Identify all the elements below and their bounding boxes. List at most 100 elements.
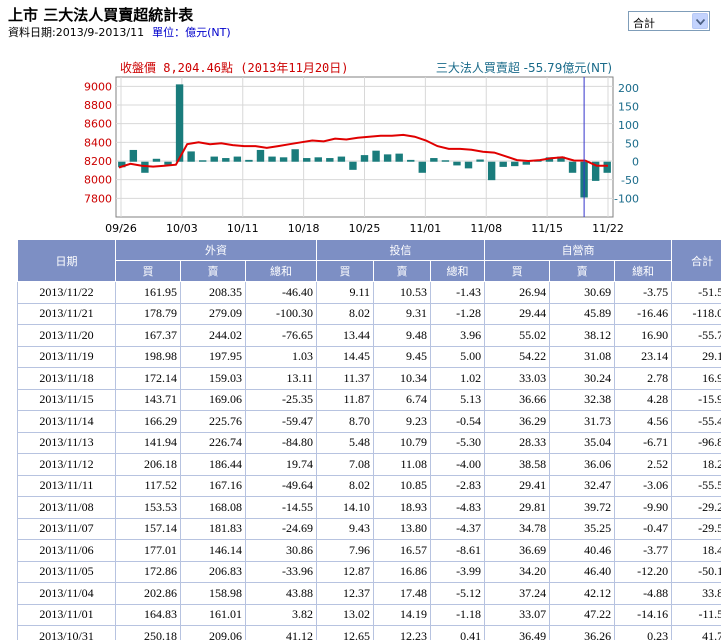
value-cell: 153.53 <box>115 496 181 519</box>
value-cell: 31.73 <box>549 410 616 433</box>
x-tick-label: 10/18 <box>288 222 320 235</box>
value-cell: 32.38 <box>549 388 616 411</box>
closing-price-line <box>118 133 608 169</box>
value-cell: 9.48 <box>373 324 432 347</box>
value-cell: 9.11 <box>316 281 375 304</box>
value-cell: -55.54 <box>671 474 721 497</box>
chevron-down-icon[interactable] <box>692 13 708 29</box>
value-cell: 0.23 <box>614 625 673 640</box>
net-buy-sell-bar <box>349 161 357 170</box>
x-tick-label: 11/22 <box>592 222 624 235</box>
value-cell: -1.43 <box>430 281 486 304</box>
value-cell: 40.46 <box>549 539 616 562</box>
value-cell: 172.86 <box>115 560 181 583</box>
header-foreign-buy: 買 <box>115 260 181 282</box>
value-cell: 12.87 <box>316 560 375 583</box>
table-row: 2013/11/01 164.83 161.01 3.82 13.02 14.19 -1.1… <box>17 603 721 626</box>
value-cell: -100.30 <box>244 302 318 325</box>
value-cell: 17.48 <box>373 582 432 605</box>
x-tick-label: 09/26 <box>105 222 137 235</box>
value-cell: 34.78 <box>484 517 551 540</box>
x-tick-label: 10/11 <box>227 222 259 235</box>
net-buy-sell-bar <box>453 161 461 166</box>
value-cell: 279.09 <box>180 302 246 325</box>
header-trust-net: 總和 <box>430 260 486 282</box>
value-cell: 33.07 <box>484 603 551 626</box>
value-cell: 10.53 <box>373 281 432 304</box>
table-row: 2013/11/14 166.29 225.76 -59.47 8.70 9.23 -0.5… <box>17 410 721 433</box>
value-cell: 167.16 <box>180 474 246 497</box>
value-cell: 35.04 <box>549 431 616 454</box>
net-buy-sell-bar <box>326 158 334 162</box>
header-foreign: 外資 <box>114 239 318 261</box>
value-cell: 7.08 <box>316 453 375 476</box>
value-cell: 43.88 <box>244 582 318 605</box>
value-cell: 177.01 <box>115 539 181 562</box>
value-cell: 206.18 <box>115 453 181 476</box>
value-cell: 3.96 <box>430 324 486 347</box>
date-cell: 2013/11/04 <box>17 582 116 605</box>
value-cell: -1.28 <box>430 302 486 325</box>
value-cell: -76.65 <box>244 324 318 347</box>
value-cell: 13.44 <box>316 324 375 347</box>
value-cell: 32.47 <box>549 474 616 497</box>
value-cell: 4.56 <box>614 410 673 433</box>
value-cell: 208.35 <box>180 281 246 304</box>
value-cell: 19.74 <box>244 453 318 476</box>
value-cell: 16.57 <box>373 539 432 562</box>
net-buy-sell-bar <box>568 161 577 173</box>
value-cell: 158.98 <box>180 582 246 605</box>
table-row: 2013/11/11 117.52 167.16 -49.64 8.02 10.85 -2.… <box>17 474 721 497</box>
value-cell: 16.90 <box>614 324 673 347</box>
value-cell: 14.45 <box>316 345 375 368</box>
value-cell: -12.20 <box>614 560 673 583</box>
value-cell: 9.31 <box>373 302 432 325</box>
value-cell: 42.12 <box>549 582 616 605</box>
value-cell: -16.46 <box>614 302 673 325</box>
value-cell: -49.64 <box>244 474 318 497</box>
value-cell: 13.02 <box>316 603 375 626</box>
summary-type-select[interactable]: 合計 <box>628 11 710 31</box>
date-cell: 2013/11/22 <box>17 281 116 304</box>
value-cell: 1.02 <box>430 367 486 390</box>
right-axis-tick-label: 150 <box>618 100 639 113</box>
value-cell: 38.58 <box>484 453 551 476</box>
value-cell: 54.22 <box>484 345 551 368</box>
value-cell: -96.81 <box>671 431 721 454</box>
net-buy-sell-bar <box>522 161 531 165</box>
value-cell: 226.74 <box>180 431 246 454</box>
net-buy-sell-bar <box>303 158 311 162</box>
table-row: 2013/11/19 198.98 197.95 1.03 14.45 9.45 5.00 5… <box>17 345 721 368</box>
header-trust-buy: 買 <box>316 260 375 282</box>
value-cell: 29.44 <box>484 302 551 325</box>
net-buy-sell-bar <box>545 157 554 162</box>
net-buy-sell-bar <box>291 149 299 162</box>
value-cell: 30.69 <box>549 281 616 304</box>
header-trust: 投信 <box>316 239 486 261</box>
net-buy-sell-bar <box>487 161 496 181</box>
value-cell: 168.08 <box>180 496 246 519</box>
net-buy-sell-bar <box>383 154 392 162</box>
value-cell: -14.16 <box>614 603 673 626</box>
value-cell: 178.79 <box>115 302 181 325</box>
left-chart-title: 收盤價 8,204.46點 (2013年11月20日) <box>120 61 349 75</box>
table-row: 2013/11/06 177.01 146.14 30.86 7.96 16.57 -8.6… <box>17 539 721 562</box>
value-cell: -55.45 <box>671 410 721 433</box>
value-cell: 141.94 <box>115 431 181 454</box>
x-tick-label: 11/01 <box>410 222 442 235</box>
header-date: 日期 <box>17 239 116 282</box>
left-axis-tick-label: 8000 <box>84 174 112 187</box>
value-cell: -55.79 <box>671 324 721 347</box>
right-axis-tick-label: 100 <box>618 119 639 132</box>
net-buy-sell-bar <box>256 149 265 162</box>
value-cell: 26.94 <box>484 281 551 304</box>
value-cell: -4.00 <box>430 453 486 476</box>
date-cell: 2013/11/01 <box>17 603 116 626</box>
value-cell: 5.13 <box>430 388 486 411</box>
value-cell: 198.98 <box>115 345 181 368</box>
header-foreign-sell: 賣 <box>180 260 246 282</box>
value-cell: 159.03 <box>180 367 246 390</box>
table-row: 2013/11/12 206.18 186.44 19.74 7.08 11.08 -4.0… <box>17 453 721 476</box>
left-axis-tick-label: 8400 <box>84 136 112 149</box>
date-cell: 2013/11/05 <box>17 560 116 583</box>
